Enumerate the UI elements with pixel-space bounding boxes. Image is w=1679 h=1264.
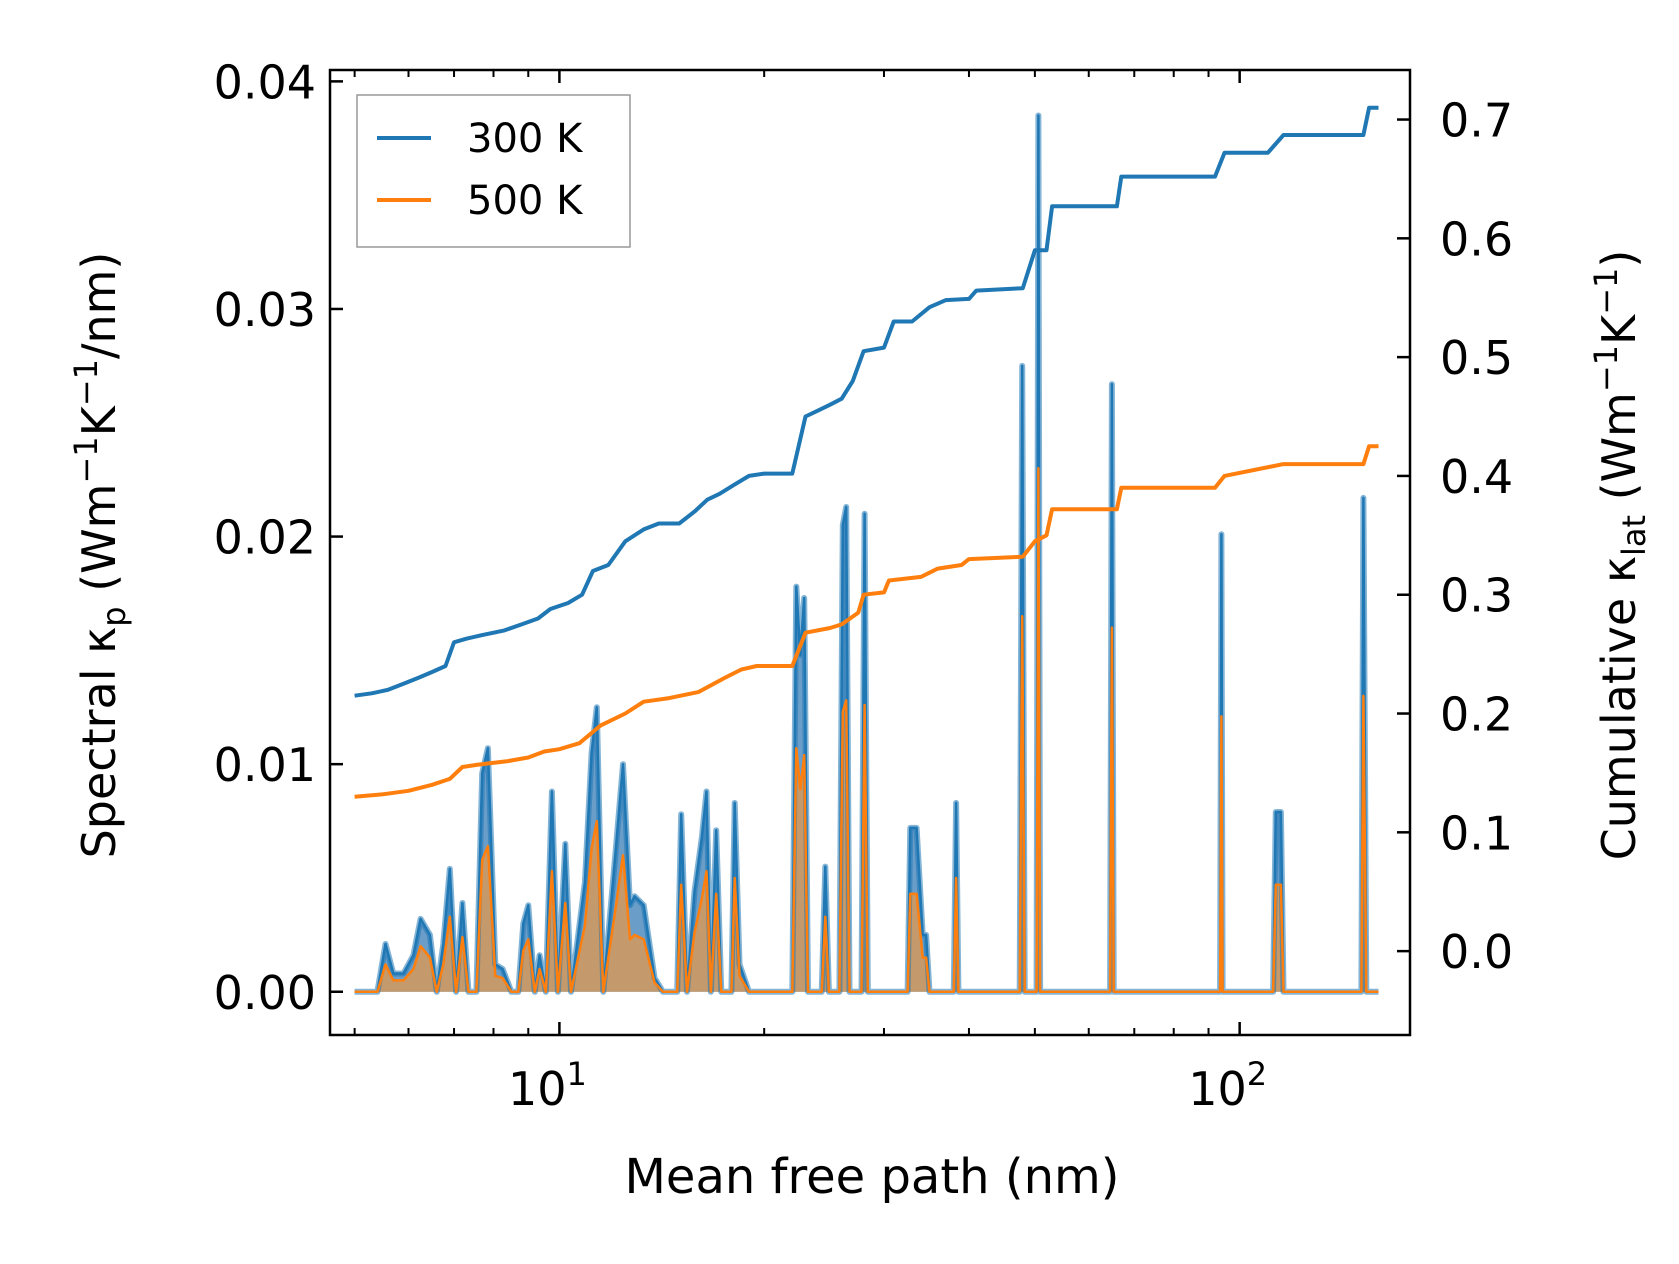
- left-y-label-kappa: κ: [72, 627, 126, 654]
- right-y-label-kappa: κ: [1592, 556, 1646, 583]
- left-y-axis-label: Spectral κp (Wm−1K−1/nm): [67, 252, 133, 859]
- left-y-label-tail: /nm): [72, 252, 126, 359]
- right-y-tick-label: 0.3: [1440, 569, 1513, 623]
- right-y-tick-label: 0.6: [1440, 212, 1513, 266]
- legend-frame: [356, 94, 631, 248]
- x-axis-label: Mean free path (nm): [625, 1149, 1120, 1205]
- cumulative-line-500k: [354, 444, 1379, 799]
- left-y-tick-label: 0.01: [214, 738, 316, 792]
- spectral-line-500k: [354, 467, 1379, 994]
- left-y-tick-label: 0.00: [214, 966, 316, 1020]
- left-y-tick-label: 0.03: [214, 283, 316, 337]
- axes-frame: [328, 68, 1412, 1037]
- left-y-tick-label: 0.02: [214, 511, 316, 565]
- right-y-tick-label: 0.1: [1440, 806, 1513, 860]
- left-y-label-main: Spectral: [72, 654, 126, 859]
- legend-label-300k: 300 K: [467, 116, 584, 162]
- x-tick-label-exponent: 2: [1247, 1055, 1267, 1093]
- right-y-tick-label: 0.0: [1440, 925, 1513, 979]
- right-y-label-exp1: −1: [1587, 345, 1625, 392]
- right-y-axis-label: Cumulative κlat (Wm−1K−1): [1587, 250, 1653, 861]
- right-y-label-exp2: −1: [1587, 268, 1625, 315]
- left-y-label-sub: p: [95, 606, 133, 626]
- x-tick-label-base: 10: [1188, 1062, 1247, 1116]
- left-y-label-exp1: −1: [67, 436, 105, 483]
- left-y-label-open: (Wm: [72, 484, 126, 607]
- x-tick-label-exponent: 1: [567, 1055, 587, 1093]
- legend-label-500k: 500 K: [467, 178, 584, 224]
- x-tick-label: 101: [508, 1055, 587, 1116]
- left-y-tick-label: 0.04: [214, 55, 316, 109]
- x-tick-label: 102: [1188, 1055, 1267, 1116]
- right-y-label-k: K: [1592, 313, 1646, 345]
- right-y-label-close: ): [1592, 250, 1646, 268]
- cumulative-line-300k: [354, 105, 1379, 698]
- right-y-label-main: Cumulative: [1592, 583, 1646, 860]
- plot-area: [354, 105, 1379, 995]
- right-y-tick-label: 0.4: [1440, 450, 1513, 504]
- right-y-tick-label: 0.2: [1440, 688, 1513, 742]
- right-y-tick-label: 0.5: [1440, 331, 1513, 385]
- x-tick-label-base: 10: [508, 1062, 567, 1116]
- right-y-label-sub: lat: [1615, 515, 1653, 556]
- left-y-label-k: K: [72, 404, 126, 436]
- right-y-tick-label: 0.7: [1440, 94, 1513, 148]
- left-y-label-exp2: −1: [67, 359, 105, 406]
- right-y-label-open: (Wm: [1592, 392, 1646, 515]
- axes: 0.00 0.01 0.02 0.03 0.04 0.0 0.1 0.2 0.3 0.4 0.5 0.…: [214, 55, 1514, 1116]
- legend: 300 K 500 K: [356, 94, 631, 248]
